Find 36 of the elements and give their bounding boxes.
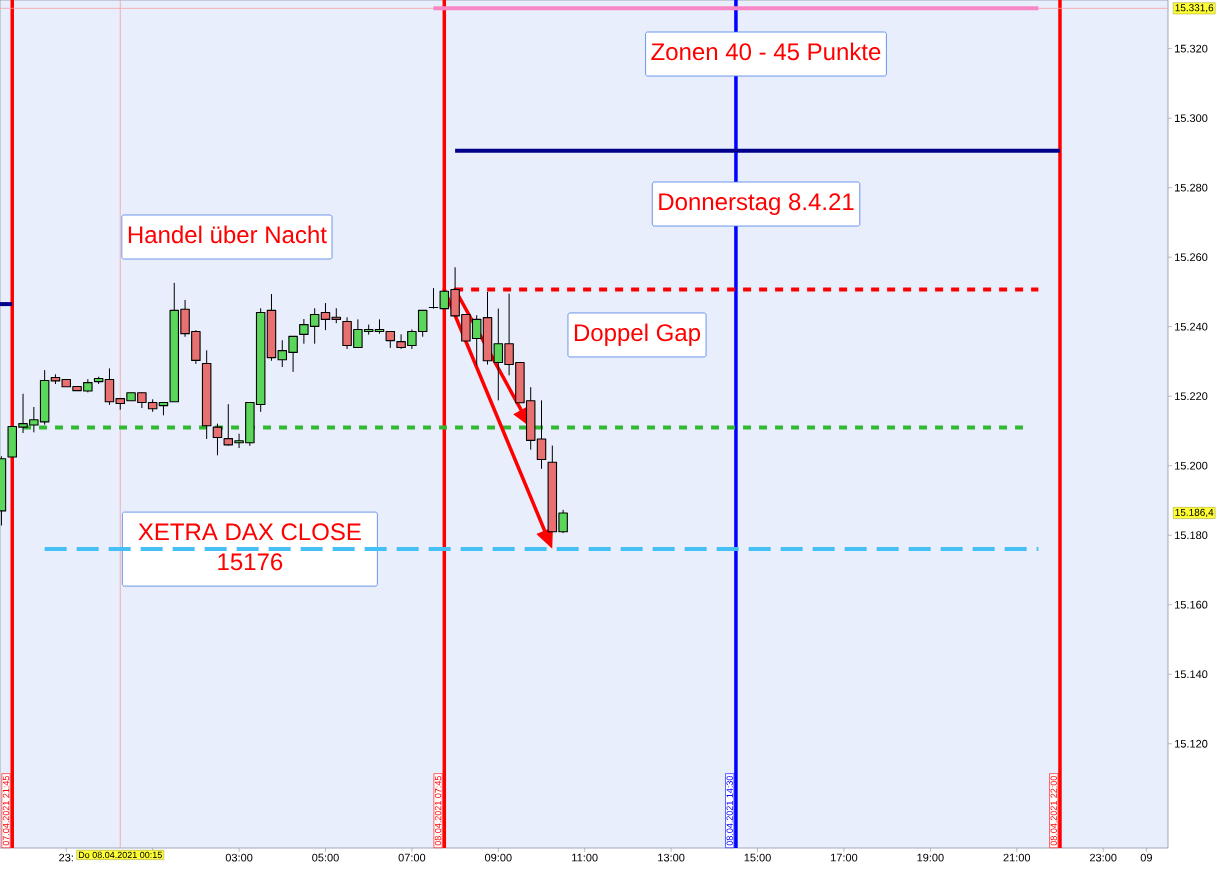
text: Do 08.04.2021 00:15: [78, 851, 162, 859]
ref-line-label: 07.04.2021 21:45: [2, 776, 10, 846]
x-tick-label: 23:00: [1089, 853, 1117, 862]
y-tick-label: 15.140: [1175, 670, 1208, 679]
annotation: XETRA DAX CLOSE 15176: [138, 523, 361, 571]
annotation: Handel über Nacht: [128, 225, 327, 244]
text: 15.186,4: [1175, 508, 1214, 518]
text: 15.331,6: [1175, 4, 1214, 13]
x-tick-label: 09:00: [484, 853, 512, 862]
x-tick-label: 17:00: [831, 853, 858, 862]
ref-line-label: 08.04.2021 22:00: [1050, 776, 1057, 846]
y-tick-label: 15.180: [1175, 531, 1208, 540]
annotation: Zonen 40 - 45 Punkte: [651, 42, 881, 61]
annotation: Donnerstag 8.4.21: [659, 193, 854, 216]
x-tick-label: 23:: [59, 853, 73, 862]
y-tick-label: 15.260: [1175, 253, 1208, 262]
x-tick-label: 09: [1140, 853, 1152, 862]
x-tick-label: 05:00: [312, 853, 339, 862]
x-tick-label: 07:00: [398, 853, 426, 862]
ref-line-label: 08.04.2021 14:30: [726, 776, 733, 846]
y-tick-label: 15.300: [1175, 114, 1208, 123]
y-tick-label: 15.160: [1175, 600, 1208, 609]
y-tick-label: 15.320: [1175, 44, 1208, 53]
y-tick-label: 15.280: [1175, 183, 1208, 192]
y-tick-label: 15.240: [1175, 322, 1208, 331]
x-tick-label: 21:00: [1003, 853, 1031, 862]
x-tick-label: 19:00: [917, 853, 944, 862]
x-tick-label: 13:00: [658, 853, 685, 862]
y-tick-label: 15.220: [1175, 392, 1208, 401]
x-tick-label: 03:00: [225, 853, 253, 862]
ref-line-label: 08.04.2021 07:45: [434, 776, 442, 846]
x-tick-label: 11:00: [572, 853, 598, 862]
y-tick-label: 15.120: [1175, 739, 1208, 748]
y-tick-label: 15.200: [1175, 461, 1208, 470]
x-tick-label: 15:00: [744, 853, 771, 862]
annotation: Doppel Gap: [574, 323, 701, 346]
